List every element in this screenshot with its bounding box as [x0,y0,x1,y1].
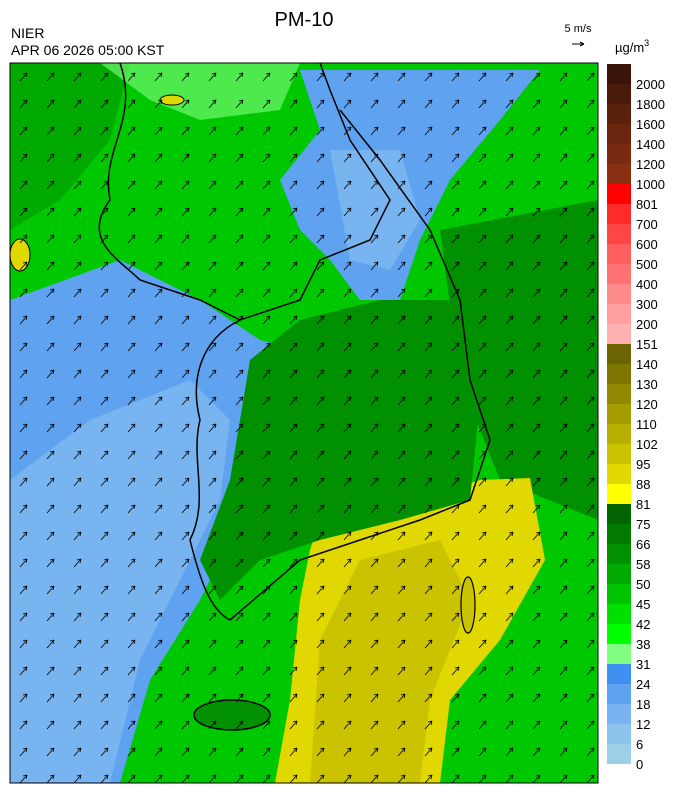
colorbar-swatch [607,664,631,684]
colorbar-label: 1400 [636,137,665,152]
colorbar-swatch [607,284,631,304]
colorbar-swatch [607,184,631,204]
colorbar-label: 38 [636,637,650,652]
colorbar-label: 88 [636,477,650,492]
colorbar-label: 151 [636,337,658,352]
colorbar-label: 95 [636,457,650,472]
colorbar-label: 50 [636,577,650,592]
colorbar-swatch [607,524,631,544]
colorbar-swatch [607,444,631,464]
colorbar-swatch [607,744,631,764]
wind-scale-arrow [572,41,585,47]
colorbar-label: 2000 [636,77,665,92]
colorbar-label: 12 [636,717,650,732]
colorbar-swatch [607,604,631,624]
colorbar-swatch [607,564,631,584]
colorbar-swatch [607,244,631,264]
colorbar-swatch [607,684,631,704]
colorbar-swatch [607,624,631,644]
colorbar-swatch [607,484,631,504]
colorbar: 2000180016001400120010008017006005004003… [607,64,665,772]
colorbar-swatch [607,384,631,404]
colorbar-label: 6 [636,737,643,752]
colorbar-swatch [607,264,631,284]
colorbar-swatch [607,164,631,184]
colorbar-label: 75 [636,517,650,532]
colorbar-label: 300 [636,297,658,312]
colorbar-swatch [607,304,631,324]
colorbar-label: 66 [636,537,650,552]
wind-arrows [10,63,598,783]
title: PM-10 [275,9,334,31]
colorbar-swatch [607,584,631,604]
colorbar-label: 42 [636,617,650,632]
colorbar-swatch [607,704,631,724]
colorbar-swatch [607,544,631,564]
colorbar-label: 110 [636,417,657,432]
colorbar-label: 31 [636,657,650,672]
colorbar-label: 1200 [636,157,665,172]
colorbar-label: 120 [636,397,658,412]
timestamp: APR 06 2026 05:00 KST [11,42,165,58]
colorbar-label: 400 [636,277,658,292]
colorbar-label: 140 [636,357,658,372]
colorbar-label: 600 [636,237,658,252]
colorbar-label: 1600 [636,117,665,132]
colorbar-swatch [607,404,631,424]
colorbar-label: 0 [636,757,643,772]
colorbar-swatch [607,644,631,664]
colorbar-swatch [607,364,631,384]
colorbar-swatch [607,64,631,84]
colorbar-swatch [607,724,631,744]
colorbar-label: 700 [636,217,658,232]
wind-scale-label: 5 m/s [565,23,592,35]
colorbar-swatch [607,84,631,104]
colorbar-label: 200 [636,317,658,332]
colorbar-swatch [607,144,631,164]
map-frame [9,62,599,784]
colorbar-swatch [607,464,631,484]
unit: µg/m3 [615,38,649,55]
colorbar-label: 18 [636,697,650,712]
colorbar-swatch [607,504,631,524]
unit-superscript: 3 [644,38,649,48]
unit-base: µg/m [615,40,644,55]
colorbar-swatch [607,224,631,244]
map [10,63,598,783]
colorbar-label: 500 [636,257,658,272]
colorbar-swatch [607,204,631,224]
colorbar-swatch [607,124,631,144]
colorbar-swatch [607,344,631,364]
colorbar-label: 130 [636,377,658,392]
colorbar-label: 1800 [636,97,665,112]
colorbar-swatch [607,104,631,124]
colorbar-swatch [607,324,631,344]
colorbar-label: 102 [636,437,658,452]
colorbar-swatch [607,424,631,444]
agency: NIER [11,25,44,41]
colorbar-label: 81 [636,497,650,512]
colorbar-label: 58 [636,557,650,572]
colorbar-label: 801 [636,197,658,212]
colorbar-label: 24 [636,677,650,692]
colorbar-label: 1000 [636,177,665,192]
colorbar-label: 45 [636,597,650,612]
